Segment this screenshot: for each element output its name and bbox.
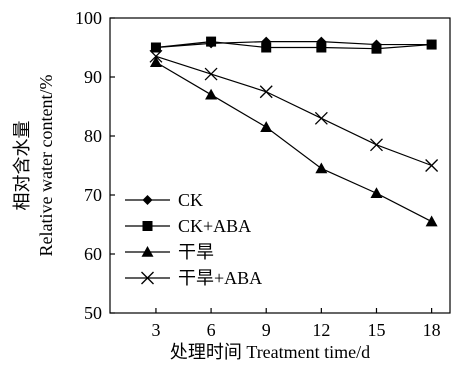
- data-point: [149, 56, 162, 68]
- series-line: [155, 55, 432, 167]
- legend-item: CK: [125, 190, 203, 210]
- data-point: [261, 42, 272, 53]
- series-line: [155, 40, 432, 50]
- data-point: [316, 42, 327, 53]
- x-tick-label: 6: [207, 320, 216, 340]
- x-tick-label: 9: [262, 320, 271, 340]
- data-point: [206, 36, 217, 47]
- y-tick-label: 70: [84, 185, 102, 205]
- x-tick-label: 12: [312, 320, 330, 340]
- data-point: [315, 162, 328, 174]
- data-point: [259, 85, 273, 99]
- y-tick-label: 60: [84, 244, 102, 264]
- x-tick-label: 3: [151, 320, 160, 340]
- data-point: [260, 121, 273, 132]
- plot-frame: [109, 17, 451, 314]
- y-axis-title-chinese: 相对含水量: [12, 121, 32, 211]
- data-point: [371, 43, 382, 54]
- data-point: [149, 49, 163, 63]
- data-point: [370, 138, 383, 152]
- x-axis-ticks: 3 6 9 12 15 18: [151, 308, 441, 340]
- x-tick-label: 18: [423, 320, 441, 340]
- legend-marker: [141, 246, 154, 257]
- y-tick-label: 80: [84, 126, 102, 146]
- legend-label: 干旱: [178, 242, 214, 262]
- y-tick-label: 100: [75, 8, 102, 28]
- series-4: [149, 49, 439, 172]
- series-3: [149, 56, 438, 227]
- data-point: [370, 187, 383, 199]
- data-point: [205, 88, 218, 100]
- series-2: [150, 36, 437, 54]
- legend-marker: [141, 271, 154, 285]
- x-axis-title: 处理时间 Treatment time/d: [170, 342, 370, 362]
- y-tick-label: 90: [84, 67, 102, 87]
- series-line: [155, 40, 432, 49]
- data-point: [314, 111, 328, 125]
- data-point: [150, 42, 161, 53]
- series-group: [149, 36, 439, 227]
- legend-label: CK: [178, 190, 203, 210]
- data-point: [426, 39, 437, 50]
- legend-item: 干旱: [125, 242, 214, 262]
- series-1: [150, 36, 437, 53]
- data-point: [204, 67, 218, 81]
- legend-item: CK+ABA: [125, 216, 251, 236]
- y-tick-label: 50: [84, 303, 102, 323]
- legend-label: CK+ABA: [178, 216, 251, 236]
- legend-item: 干旱+ABA: [125, 268, 262, 288]
- series-line: [155, 61, 432, 223]
- y-axis-title-english: Relative water content/%: [36, 75, 56, 257]
- legend-marker: [142, 195, 153, 205]
- legend-marker: [142, 221, 153, 231]
- y-axis-ticks: 50 60 70 80 90 100: [75, 8, 115, 323]
- axes: [109, 17, 451, 314]
- legend-label: 干旱+ABA: [178, 268, 262, 288]
- data-point: [425, 159, 439, 172]
- x-tick-label: 15: [367, 320, 385, 340]
- data-point: [425, 215, 438, 227]
